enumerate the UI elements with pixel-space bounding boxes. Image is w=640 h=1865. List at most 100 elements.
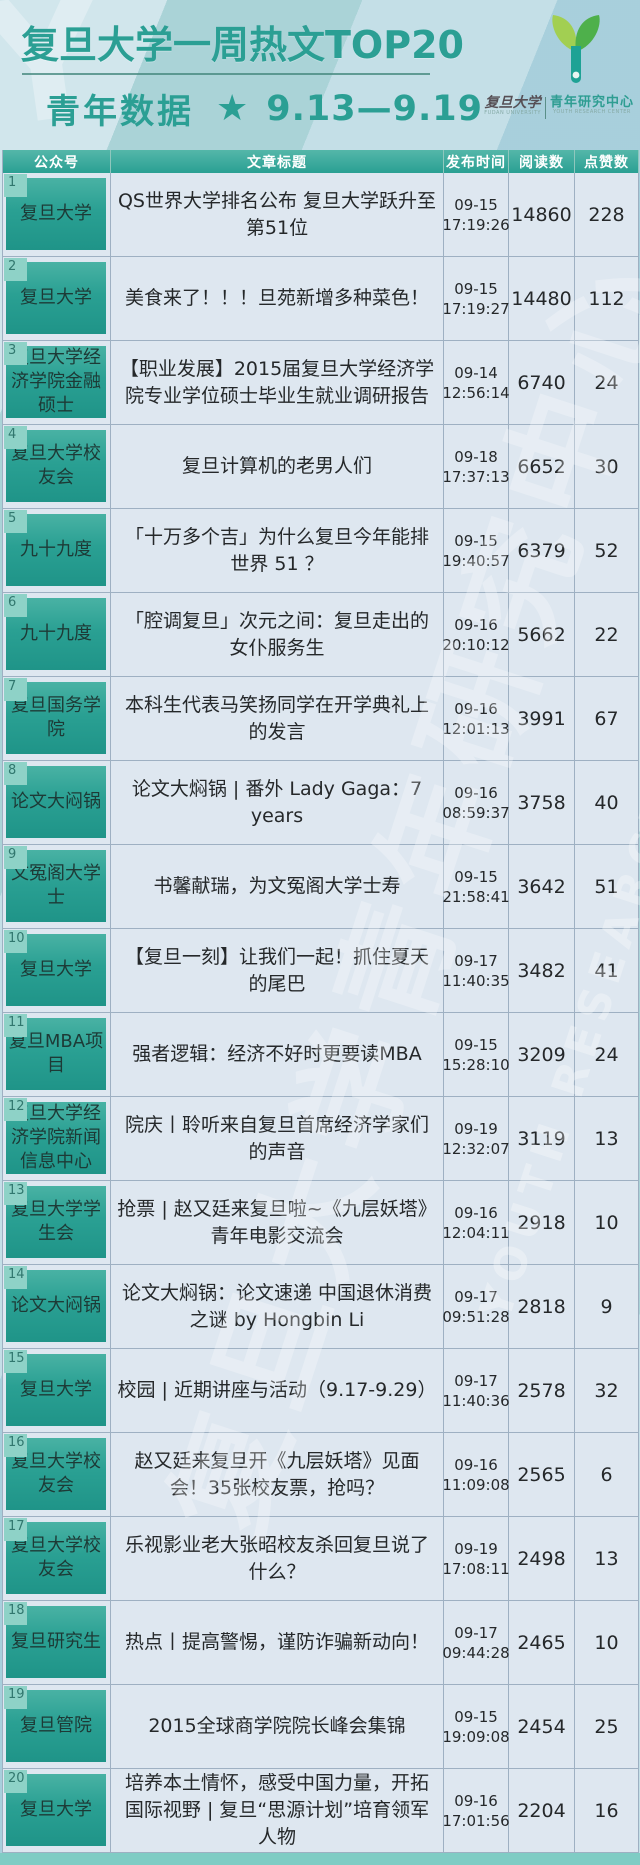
account-name-box: 复旦大学学生会 (6, 1186, 106, 1258)
publish-date: 09-15 (454, 531, 498, 550)
publish-time-cell: 09-16 20:10:12 (442, 593, 510, 677)
table-row: 12 复旦大学经济学院新闻信息中心 院庆丨聆听来自复旦首席经济学家们的声音 09… (3, 1097, 639, 1181)
account-name: 复旦研究生 (11, 1631, 101, 1652)
rank-badge: 11 (4, 1014, 27, 1037)
publish-time-cell: 09-16 11:09:08 (442, 1433, 510, 1517)
table-row: 3 复旦大学经济学院金融硕士 【职业发展】2015届复旦大学经济学院专业学位硕士… (3, 341, 639, 425)
account-name: 复旦大学 (20, 1379, 92, 1400)
publish-date: 09-17 (454, 951, 498, 970)
logo-divider (544, 97, 546, 119)
logo-center-en: YOUTH RESEARCH CENTER (553, 109, 631, 116)
like-count: 13 (575, 1517, 639, 1601)
publish-date: 09-15 (454, 1707, 498, 1726)
article-title: 「腔调复旦」次元之间：复旦走出的女仆服务生 (111, 593, 444, 677)
rank-badge: 15 (4, 1350, 27, 1373)
article-title: 【复旦一刻】让我们一起！抓住夏天的尾巴 (111, 929, 444, 1013)
account-name: 复旦MBA项目 (8, 1031, 104, 1076)
publish-date: 09-16 (454, 1791, 498, 1810)
like-count: 16 (575, 1769, 639, 1853)
publish-time-cell: 09-19 17:08:11 (442, 1517, 510, 1601)
article-title: 美食来了！！！旦苑新增多种菜色！ (111, 257, 444, 341)
account-cell: 18 复旦研究生 (3, 1601, 111, 1685)
read-count: 14860 (509, 173, 575, 257)
article-title: 抢票 | 赵又廷来复旦啦~《九层妖塔》青年电影交流会 (111, 1181, 444, 1265)
article-title: 强者逻辑：经济不好时更要读MBA (111, 1013, 444, 1097)
publish-date: 09-17 (454, 1623, 498, 1642)
publish-time-cell: 09-17 11:40:36 (442, 1349, 510, 1433)
account-cell: 7 复旦国务学院 (3, 677, 111, 761)
publish-time-cell: 09-16 08:59:37 (442, 761, 510, 845)
publish-time-cell: 09-16 17:01:56 (442, 1769, 510, 1853)
table-row: 8 论文大闷锅 论文大焖锅 | 番外 Lady Gaga：7 years 09-… (3, 761, 639, 845)
publish-clock: 17:19:26 (442, 215, 510, 234)
rank-badge: 10 (4, 930, 27, 953)
account-name-box: 文冤阁大学士 (6, 850, 106, 922)
like-count: 228 (575, 173, 639, 257)
article-title: 2015全球商学院院长峰会集锦 (111, 1685, 444, 1769)
date-range: 9.13—9.19 (266, 88, 483, 129)
publish-date: 09-19 (454, 1539, 498, 1558)
account-cell: 10 复旦大学 (3, 929, 111, 1013)
article-title: 热点丨提高警惕，谨防诈骗新动向！ (111, 1601, 444, 1685)
rank-badge: 19 (4, 1686, 27, 1709)
publish-clock: 12:01:13 (442, 719, 510, 738)
account-name: 论文大闷锅 (11, 791, 101, 812)
rank-badge: 9 (4, 846, 27, 869)
rank-badge: 6 (4, 594, 27, 617)
table-row: 5 九十九度 「十万多个吉」为什么复旦今年能排世界 51 ？ 09-15 19:… (3, 509, 639, 593)
read-count: 3119 (509, 1097, 575, 1181)
table-row: 2 复旦大学 美食来了！！！旦苑新增多种菜色！ 09-15 17:19:27 1… (3, 257, 639, 341)
y-leaf-logo-icon (530, 12, 622, 92)
column-header-title: 文章标题 (111, 150, 444, 173)
account-name-box: 复旦MBA项目 (6, 1018, 106, 1090)
account-cell: 20 复旦大学 (3, 1769, 111, 1853)
rank-badge: 5 (4, 510, 27, 533)
table-row: 15 复旦大学 校园 | 近期讲座与活动（9.17-9.29） 09-17 11… (3, 1349, 639, 1433)
account-cell: 13 复旦大学学生会 (3, 1181, 111, 1265)
account-name: 论文大闷锅 (11, 1295, 101, 1316)
like-count: 51 (575, 845, 639, 929)
publish-clock: 09:44:28 (442, 1643, 510, 1662)
rank-badge: 2 (4, 258, 27, 281)
rank-badge: 3 (4, 342, 27, 365)
publish-date: 09-17 (454, 1287, 498, 1306)
account-name: 九十九度 (20, 539, 92, 560)
like-count: 10 (575, 1181, 639, 1265)
like-count: 24 (575, 341, 639, 425)
rank-badge: 17 (4, 1518, 27, 1541)
account-name-box: 复旦大学经济学院金融硕士 (6, 346, 106, 418)
table-row: 18 复旦研究生 热点丨提高警惕，谨防诈骗新动向！ 09-17 09:44:28… (3, 1601, 639, 1685)
account-name: 复旦大学校友会 (11, 1451, 101, 1496)
column-header-account: 公众号 (3, 150, 111, 173)
publish-clock: 15:28:10 (442, 1055, 510, 1074)
publish-time-cell: 09-15 15:28:10 (442, 1013, 510, 1097)
table-row: 20 复旦大学 培养本土情怀，感受中国力量，开拓国际视野 | 复旦“思源计划”培… (3, 1769, 639, 1853)
account-name: 复旦大学校友会 (11, 1535, 101, 1580)
logo-org-en: FUDAN UNIVERSITY (484, 110, 541, 117)
rank-badge: 13 (4, 1182, 27, 1205)
table-row: 11 复旦MBA项目 强者逻辑：经济不好时更要读MBA 09-15 15:28:… (3, 1013, 639, 1097)
account-cell: 4 复旦大学校友会 (3, 425, 111, 509)
account-name: 复旦国务学院 (11, 695, 101, 740)
publish-clock: 19:40:57 (442, 551, 510, 570)
footer-bar (0, 1853, 640, 1865)
publish-date: 09-16 (454, 699, 498, 718)
like-count: 13 (575, 1097, 639, 1181)
article-title: 「十万多个吉」为什么复旦今年能排世界 51 ？ (111, 509, 444, 593)
account-name: 复旦管院 (20, 1715, 92, 1736)
rank-badge: 1 (4, 174, 27, 197)
publish-clock: 19:09:08 (442, 1727, 510, 1746)
account-name: 复旦大学校友会 (11, 443, 101, 488)
table-row: 10 复旦大学 【复旦一刻】让我们一起！抓住夏天的尾巴 09-17 11:40:… (3, 929, 639, 1013)
account-cell: 19 复旦管院 (3, 1685, 111, 1769)
account-name: 文冤阁大学士 (11, 863, 101, 908)
rank-badge: 14 (4, 1266, 27, 1289)
publish-time-cell: 09-17 09:44:28 (442, 1601, 510, 1685)
publish-time-cell: 09-15 17:19:27 (442, 257, 510, 341)
rank-badge: 12 (4, 1098, 27, 1121)
rank-badge: 16 (4, 1434, 27, 1457)
account-cell: 2 复旦大学 (3, 257, 111, 341)
publish-clock: 17:01:56 (442, 1811, 510, 1830)
account-cell: 14 论文大闷锅 (3, 1265, 111, 1349)
